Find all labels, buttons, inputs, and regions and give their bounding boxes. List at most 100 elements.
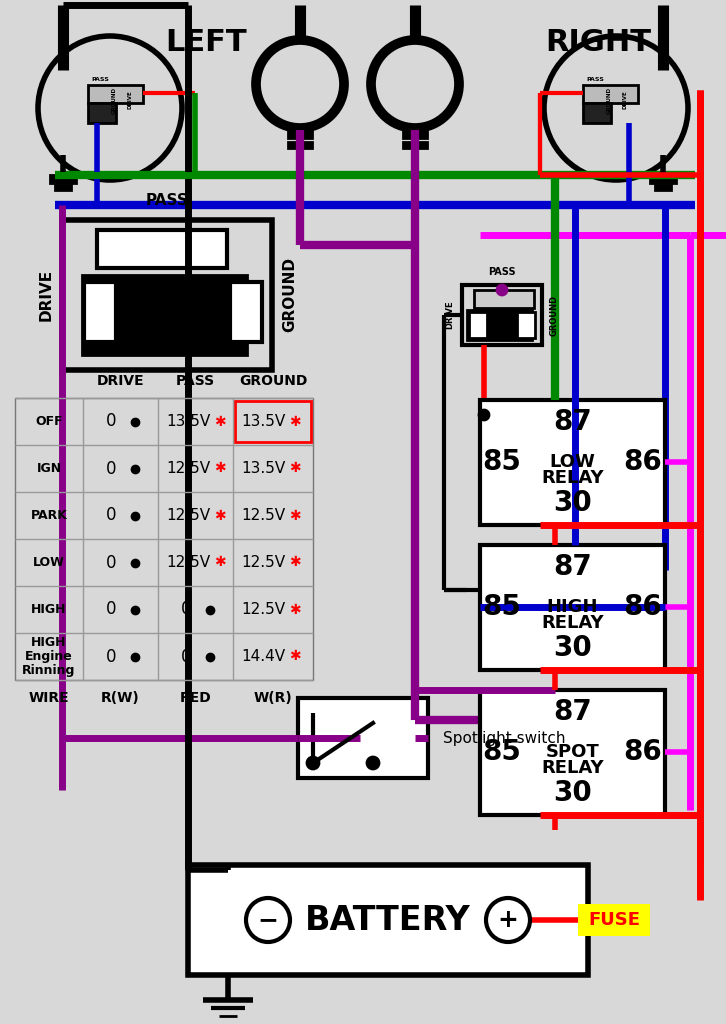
- Bar: [578, 904, 650, 936]
- Bar: [403, 130, 427, 138]
- Text: PARK: PARK: [30, 509, 68, 522]
- Text: 12.5V: 12.5V: [166, 461, 210, 476]
- Text: 12.5V: 12.5V: [241, 555, 285, 570]
- Text: −: −: [258, 908, 279, 932]
- Text: PASS: PASS: [176, 374, 215, 388]
- Text: 86: 86: [624, 593, 662, 621]
- Bar: [480, 400, 665, 525]
- Text: PASS: PASS: [586, 77, 604, 82]
- Circle shape: [486, 898, 530, 942]
- Bar: [298, 698, 428, 778]
- Text: IGN: IGN: [36, 462, 62, 475]
- Text: SPOT: SPOT: [546, 743, 600, 761]
- Text: GROUND: GROUND: [550, 295, 558, 336]
- Circle shape: [246, 898, 290, 942]
- Text: 85: 85: [483, 449, 521, 476]
- Text: 0: 0: [106, 600, 116, 618]
- Text: OFF: OFF: [35, 415, 63, 428]
- Text: DRIVE: DRIVE: [38, 269, 54, 322]
- Bar: [655, 185, 671, 190]
- Bar: [474, 290, 534, 308]
- Bar: [230, 282, 262, 342]
- Text: 30: 30: [553, 489, 592, 517]
- Text: ✱: ✱: [214, 509, 226, 522]
- Text: 0: 0: [106, 554, 116, 571]
- Text: W(R): W(R): [253, 691, 293, 705]
- Circle shape: [544, 36, 688, 180]
- Bar: [517, 312, 535, 338]
- Bar: [480, 545, 665, 670]
- Text: 30: 30: [553, 779, 592, 807]
- Text: GROUND: GROUND: [282, 257, 298, 333]
- Text: LOW: LOW: [33, 556, 65, 569]
- Bar: [288, 130, 312, 138]
- Bar: [650, 175, 676, 183]
- Bar: [55, 185, 71, 190]
- Bar: [469, 312, 487, 338]
- Text: LOW: LOW: [550, 453, 595, 471]
- Circle shape: [256, 40, 344, 128]
- Text: HIGH: HIGH: [547, 598, 598, 616]
- Text: BATTERY: BATTERY: [305, 903, 471, 937]
- Text: 87: 87: [553, 553, 592, 581]
- Text: GROUND: GROUND: [239, 374, 307, 388]
- Text: GROUND: GROUND: [606, 86, 611, 114]
- Text: 12.5V: 12.5V: [166, 508, 210, 523]
- Text: RELAY: RELAY: [541, 759, 604, 777]
- Text: +: +: [497, 908, 518, 932]
- Text: 87: 87: [553, 408, 592, 436]
- Bar: [97, 230, 227, 268]
- Text: 13.5V: 13.5V: [241, 414, 285, 429]
- Text: ✱: ✱: [289, 555, 301, 569]
- Bar: [467, 310, 532, 340]
- Text: 85: 85: [483, 593, 521, 621]
- Text: RELAY: RELAY: [541, 614, 604, 632]
- Text: ✱: ✱: [214, 415, 226, 428]
- Text: PASS: PASS: [488, 267, 515, 278]
- Text: 86: 86: [624, 449, 662, 476]
- Text: Spotlight switch: Spotlight switch: [443, 730, 566, 745]
- Text: 12.5V: 12.5V: [241, 602, 285, 617]
- Text: LEFT: LEFT: [165, 28, 247, 57]
- Text: 0: 0: [106, 647, 116, 666]
- Text: ✱: ✱: [214, 555, 226, 569]
- Text: RELAY: RELAY: [541, 469, 604, 487]
- Text: 12.5V: 12.5V: [241, 508, 285, 523]
- Text: ✱: ✱: [289, 509, 301, 522]
- Text: 14.4V: 14.4V: [241, 649, 285, 664]
- Text: ✱: ✱: [289, 415, 301, 428]
- Text: ✱: ✱: [289, 649, 301, 664]
- Circle shape: [307, 757, 319, 769]
- Text: PASS: PASS: [91, 77, 109, 82]
- Bar: [235, 401, 311, 442]
- Bar: [62, 220, 272, 370]
- Circle shape: [371, 40, 459, 128]
- Text: FUSE: FUSE: [588, 911, 640, 929]
- Text: 0: 0: [106, 413, 116, 430]
- Bar: [88, 103, 116, 123]
- Text: GROUND: GROUND: [112, 86, 116, 114]
- Text: 0: 0: [106, 507, 116, 524]
- Bar: [188, 865, 588, 975]
- Bar: [480, 690, 665, 815]
- Text: DRIVE: DRIVE: [97, 374, 144, 388]
- Text: 12.5V: 12.5V: [166, 555, 210, 570]
- Bar: [15, 398, 313, 680]
- Text: RED: RED: [179, 691, 211, 705]
- Bar: [462, 285, 542, 345]
- Text: DRIVE: DRIVE: [128, 91, 133, 110]
- Text: 0: 0: [106, 460, 116, 477]
- Bar: [84, 282, 116, 342]
- Bar: [82, 275, 247, 355]
- Bar: [650, 70, 676, 84]
- Text: 87: 87: [553, 698, 592, 726]
- Bar: [583, 85, 638, 103]
- Bar: [50, 70, 76, 84]
- Text: 86: 86: [624, 738, 662, 766]
- Text: 13.5V: 13.5V: [241, 461, 285, 476]
- Bar: [288, 142, 312, 148]
- Text: 0: 0: [181, 647, 191, 666]
- Text: 13.5V: 13.5V: [166, 414, 210, 429]
- Text: ✱: ✱: [289, 462, 301, 475]
- Text: 0: 0: [181, 600, 191, 618]
